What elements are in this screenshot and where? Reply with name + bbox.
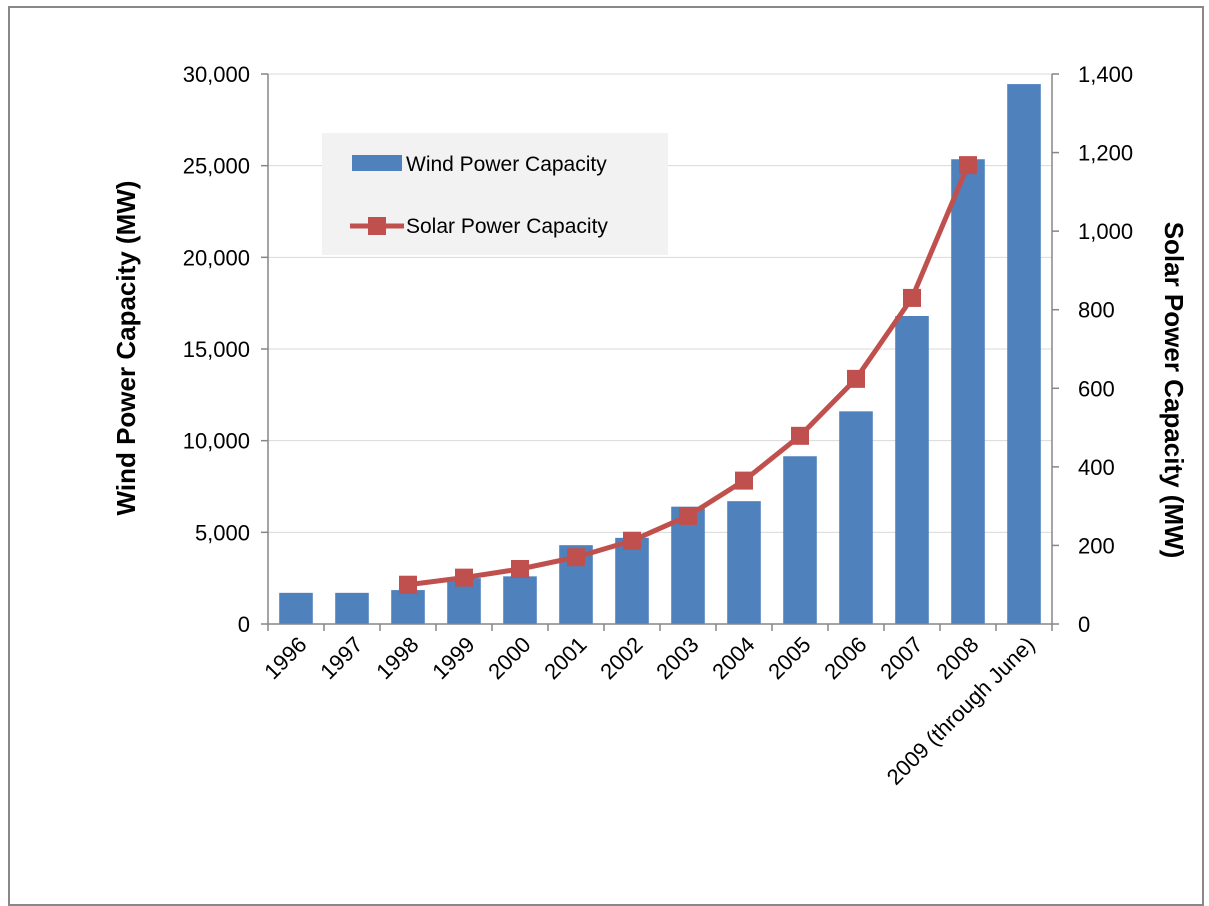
wind-bar-2004 (727, 501, 761, 624)
solar-point-2004 (735, 471, 753, 490)
legend: Wind Power Capacity Solar Power Capacity (322, 133, 668, 255)
x-tick-label: 1997 (315, 632, 367, 684)
x-tick-label: 2002 (595, 632, 647, 684)
y-left-tick-label: 20,000 (183, 245, 250, 270)
x-tick-label: 1999 (427, 632, 479, 684)
y-left-tick-label: 0 (238, 612, 250, 637)
solar-point-2000 (511, 560, 529, 578)
y-left-tick-label: 15,000 (183, 337, 250, 362)
legend-solar-label: Solar Power Capacity (406, 215, 608, 238)
solar-point-2002 (623, 531, 641, 550)
wind-bar-1996 (279, 592, 313, 624)
solar-point-2005 (791, 426, 809, 445)
y-right-tick-label: 1,000 (1078, 219, 1133, 244)
wind-bar-2008 (951, 159, 985, 624)
x-tick-label: 2004 (707, 632, 759, 684)
y-right-tick-label: 1,400 (1078, 62, 1133, 87)
legend-wind-label: Wind Power Capacity (406, 153, 607, 176)
solar-point-2001 (567, 548, 585, 567)
x-tick-label: 1996 (259, 632, 311, 684)
wind-bar-1998 (391, 590, 425, 624)
wind-bar-2007 (895, 316, 929, 624)
legend-solar-marker (368, 217, 386, 235)
wind-bar-2000 (503, 576, 537, 624)
solar-point-1998 (399, 575, 417, 594)
solar-point-2003 (679, 506, 697, 525)
solar-point-2008 (959, 156, 977, 175)
y-axis-left-title: Wind Power Capacity (MW) (111, 181, 141, 516)
wind-bar-1997 (335, 592, 369, 624)
y-right-tick-label: 200 (1078, 533, 1115, 558)
wind-bars (279, 84, 1041, 625)
y-left-tick-label: 5,000 (195, 520, 250, 545)
x-tick-label: 2007 (875, 632, 927, 684)
x-tick-label: 2001 (539, 632, 591, 684)
x-tick-label: 2008 (931, 632, 983, 684)
x-tick-label: 2005 (763, 632, 815, 684)
axes (261, 73, 1059, 631)
y-right-tick-label: 400 (1078, 455, 1115, 480)
y-right-tick-label: 1,200 (1078, 141, 1133, 166)
solar-line (399, 156, 977, 594)
x-tick-label: 2006 (819, 632, 871, 684)
x-tick-label: 2000 (483, 632, 535, 684)
y-left-tick-label: 30,000 (183, 62, 250, 87)
y-left-tick-label: 25,000 (183, 154, 250, 179)
wind-bar-2009 (1007, 84, 1041, 625)
x-tick-label: 1998 (371, 632, 423, 684)
solar-point-2007 (903, 288, 921, 307)
y-right-tick-label: 800 (1078, 298, 1115, 323)
wind-bar-2005 (783, 456, 817, 624)
y-left-tick-label: 10,000 (183, 429, 250, 454)
y-right-tick-label: 600 (1078, 376, 1115, 401)
legend-wind-swatch (352, 155, 402, 171)
wind-bar-2003 (671, 506, 705, 624)
y-right-tick-label: 0 (1078, 612, 1090, 637)
solar-point-2006 (847, 369, 865, 388)
wind-bar-2006 (839, 411, 873, 624)
solar-point-1999 (455, 568, 473, 587)
wind-bar-2002 (615, 537, 649, 624)
x-tick-label: 2003 (651, 632, 703, 684)
y-axis-right-title: Solar Power Capacity (MW) (1159, 222, 1189, 559)
